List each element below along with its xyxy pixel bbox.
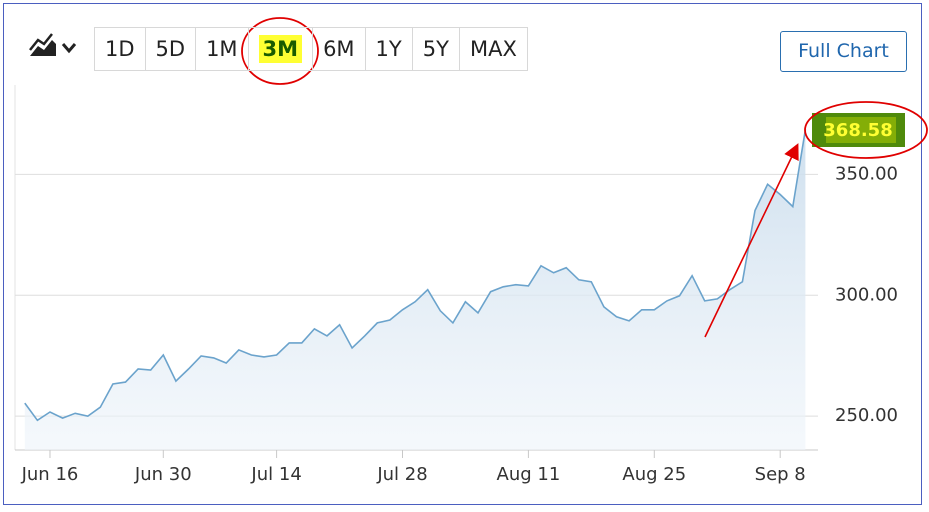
range-button[interactable]: 1M xyxy=(196,28,249,70)
area-fill xyxy=(24,129,806,450)
price-label-box xyxy=(812,113,905,147)
range-button-label: 1D xyxy=(105,37,135,61)
full-chart-button[interactable]: Full Chart xyxy=(780,31,907,72)
range-button[interactable]: 5D xyxy=(146,28,197,70)
price-highlight xyxy=(826,117,896,143)
range-button[interactable]: MAX xyxy=(460,28,527,70)
y-tick-label: 250.00 xyxy=(835,405,898,426)
x-tick-label: Aug 25 xyxy=(622,464,686,485)
range-button-label: 1Y xyxy=(375,37,402,61)
y-tick-label: 300.00 xyxy=(835,284,898,305)
frame xyxy=(3,3,922,505)
annotation-circle xyxy=(804,101,928,159)
range-button[interactable]: 1D xyxy=(95,28,146,70)
x-tick-label: Aug 11 xyxy=(497,464,561,485)
range-button-label: 3M xyxy=(258,35,303,63)
x-tick-label: Jun 30 xyxy=(134,464,192,485)
range-button[interactable]: 1Y xyxy=(366,28,413,70)
x-tick-label: Sep 8 xyxy=(755,464,806,485)
range-button[interactable]: 3M xyxy=(249,28,314,70)
annotation-circle xyxy=(241,17,319,85)
y-tick-label: 350.00 xyxy=(835,163,898,184)
range-button[interactable]: 6M xyxy=(313,28,366,70)
x-tick-label: Jul 14 xyxy=(250,464,301,485)
price-line xyxy=(24,129,807,422)
range-button-label: 6M xyxy=(323,37,355,61)
annotation-arrow xyxy=(704,143,799,338)
x-tick-label: Jun 16 xyxy=(21,464,79,485)
range-button-label: MAX xyxy=(469,37,517,61)
range-button[interactable]: 5Y xyxy=(413,28,460,70)
chart-type-icon[interactable] xyxy=(29,33,77,56)
range-buttons: 1D 5D 1M 3M 6M 1Y 5Y MAX xyxy=(94,27,528,71)
range-button-label: 5Y xyxy=(422,37,449,61)
range-button-label: 1M xyxy=(206,37,238,61)
price-label: 368.58 xyxy=(823,120,892,141)
x-tick-label: Jul 28 xyxy=(376,464,427,485)
range-button-label: 5D xyxy=(155,37,186,61)
